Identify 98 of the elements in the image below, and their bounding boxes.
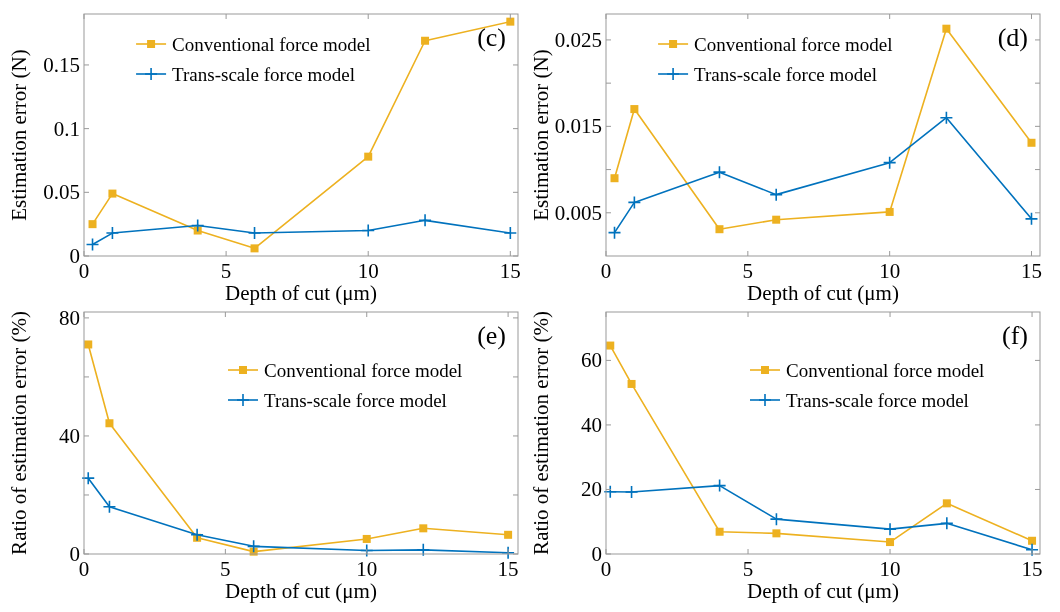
point xyxy=(1024,212,1039,226)
point xyxy=(712,165,727,179)
legend-label: Trans-scale force model xyxy=(172,64,355,85)
point xyxy=(361,223,376,238)
point xyxy=(715,527,724,536)
x-tick-label: 10 xyxy=(879,557,901,581)
point xyxy=(712,478,727,493)
point xyxy=(190,218,205,233)
point xyxy=(886,538,895,547)
y-tick-label: 0.015 xyxy=(554,114,602,139)
point xyxy=(939,110,954,125)
point xyxy=(624,485,639,499)
point xyxy=(715,225,724,234)
legend-label: Trans-scale force model xyxy=(694,64,877,85)
point xyxy=(419,524,428,533)
x-axis-title: Depth of cut (μm) xyxy=(225,579,377,603)
point xyxy=(630,105,639,114)
point xyxy=(883,522,897,536)
point xyxy=(421,36,430,45)
point xyxy=(250,244,259,253)
point xyxy=(247,226,262,240)
y-tick-label: 0.15 xyxy=(43,52,80,77)
point xyxy=(1025,543,1039,557)
point xyxy=(603,484,618,499)
point xyxy=(108,189,117,198)
x-tick-label: 5 xyxy=(220,259,232,283)
point xyxy=(610,174,619,183)
point xyxy=(627,195,642,210)
point xyxy=(769,187,783,202)
y-axis-title: Estimation error (N) xyxy=(7,49,31,221)
point xyxy=(940,516,954,531)
x-tick-label: 5 xyxy=(220,557,231,581)
point xyxy=(885,207,894,216)
y-tick-label: 40 xyxy=(59,423,80,448)
annotation: (c) xyxy=(477,23,506,52)
y-axis-title: Ratio of estimation error (%) xyxy=(529,311,553,555)
point xyxy=(1027,138,1036,147)
x-tick-label: 5 xyxy=(742,259,754,283)
point xyxy=(942,24,951,33)
point xyxy=(418,213,432,228)
point xyxy=(246,539,261,554)
point xyxy=(504,530,513,539)
x-tick-label: 15 xyxy=(499,259,521,283)
point xyxy=(105,419,114,428)
legend-label: Conventional force model xyxy=(786,360,985,381)
point xyxy=(359,543,374,558)
y-axis-title: Estimation error (N) xyxy=(529,49,553,221)
y-axis-title: Ratio of estimation error (%) xyxy=(7,311,31,555)
point xyxy=(772,529,781,538)
point xyxy=(81,471,96,485)
y-tick-label: 0 xyxy=(591,542,602,566)
y-tick-label: 0.005 xyxy=(554,200,602,225)
point xyxy=(190,528,204,542)
y-tick-label: 0.1 xyxy=(53,116,80,141)
point xyxy=(102,499,117,514)
annotation: (d) xyxy=(997,23,1028,52)
x-tick-label: 15 xyxy=(497,557,519,581)
point xyxy=(193,226,202,235)
point xyxy=(769,512,784,526)
x-axis-title: Depth of cut (μm) xyxy=(225,281,377,305)
point xyxy=(503,226,518,240)
y-tick-label: 80 xyxy=(59,305,80,330)
point xyxy=(506,17,515,26)
legend-label: Conventional force model xyxy=(264,360,463,381)
y-tick-label: 20 xyxy=(581,477,602,502)
point xyxy=(882,155,897,170)
point xyxy=(105,226,120,240)
x-tick-label: 10 xyxy=(357,259,379,283)
point xyxy=(627,379,636,388)
annotation: (f) xyxy=(1002,321,1028,350)
y-tick-label: 40 xyxy=(581,412,602,437)
y-tick-label: 0.05 xyxy=(43,180,80,205)
point xyxy=(1028,536,1037,545)
legend-label: Conventional force model xyxy=(694,34,893,55)
y-tick-label: 60 xyxy=(581,348,602,373)
x-tick-label: 10 xyxy=(879,259,901,283)
y-tick-label: 0 xyxy=(69,542,80,566)
point xyxy=(942,499,951,508)
x-tick-label: 15 xyxy=(1021,557,1043,581)
y-tick-label: 0 xyxy=(69,244,80,268)
x-tick-label: 10 xyxy=(356,557,378,581)
point xyxy=(85,237,100,252)
x-tick-label: 15 xyxy=(1020,259,1042,283)
point xyxy=(362,534,371,543)
x-axis-title: Depth of cut (μm) xyxy=(747,281,899,305)
point xyxy=(772,215,781,224)
x-axis-title: Depth of cut (μm) xyxy=(747,579,899,603)
point xyxy=(501,546,515,560)
point xyxy=(607,225,622,240)
legend-label: Trans-scale force model xyxy=(264,390,447,411)
annotation: (e) xyxy=(477,321,506,350)
point xyxy=(88,220,97,229)
legend-label: Trans-scale force model xyxy=(786,390,969,411)
x-tick-label: 5 xyxy=(742,557,754,581)
point xyxy=(416,543,431,557)
point xyxy=(364,152,373,161)
y-tick-label: 0.025 xyxy=(554,27,602,52)
legend-label: Conventional force model xyxy=(172,34,371,55)
